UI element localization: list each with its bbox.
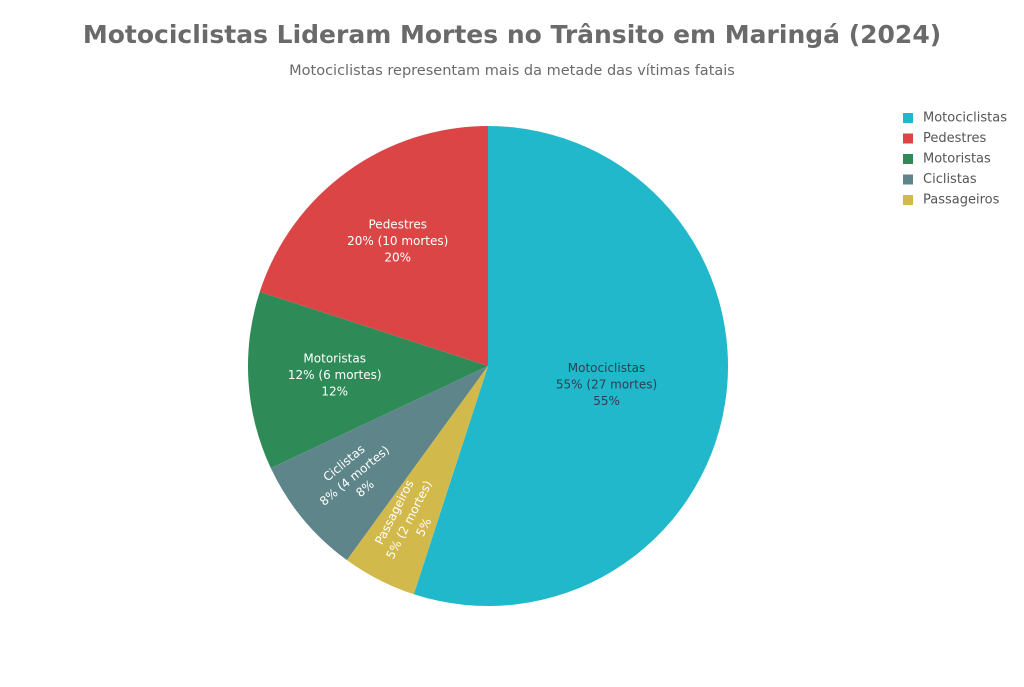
pie-slice <box>270 366 488 561</box>
slice-detail: 55% (27 mortes) <box>556 377 657 391</box>
legend-swatch <box>903 154 913 164</box>
legend-label: Ciclistas <box>923 172 977 187</box>
pie-slice <box>413 126 729 606</box>
legend: Motociclistas Pedestres Motoristas Ciclista… <box>903 111 1007 208</box>
legend-swatch <box>903 174 913 185</box>
slice-name: Pedestres <box>368 218 426 232</box>
legend-swatch <box>903 133 913 144</box>
legend-label: Pedestres <box>923 131 987 146</box>
slice-detail: 20% (10 mortes) <box>347 234 448 248</box>
slice-value: 12% <box>321 385 348 399</box>
slice-value: 55% <box>593 394 620 408</box>
legend-swatch <box>903 195 913 205</box>
pie-slice <box>247 291 488 469</box>
pie: Motociclistas 55% (27 mortes) 55% Pedestres… <box>247 126 729 606</box>
slice-name: Motociclistas <box>568 361 646 375</box>
legend-label: Passageiros <box>923 193 1000 208</box>
slice-label: Motociclistas 55% (27 mortes) 55% <box>556 361 657 408</box>
slice-label: Motoristas 12% (6 mortes) 12% <box>288 352 382 399</box>
pie-slice <box>259 126 488 366</box>
slice-label: Pedestres 20% (10 mortes) 20% <box>347 218 448 265</box>
pie-slice <box>346 366 488 595</box>
slice-detail: 12% (6 mortes) <box>288 368 382 382</box>
legend-label: Motoristas <box>923 152 991 167</box>
slice-value: 20% <box>384 251 411 265</box>
legend-label: Motociclistas <box>923 111 1007 126</box>
chart-title: Motociclistas Lideram Mortes no Trânsito… <box>83 20 941 49</box>
slice-name: Motoristas <box>303 352 366 366</box>
chart-subtitle: Motociclistas representam mais da metade… <box>289 63 735 79</box>
legend-swatch <box>903 113 913 123</box>
